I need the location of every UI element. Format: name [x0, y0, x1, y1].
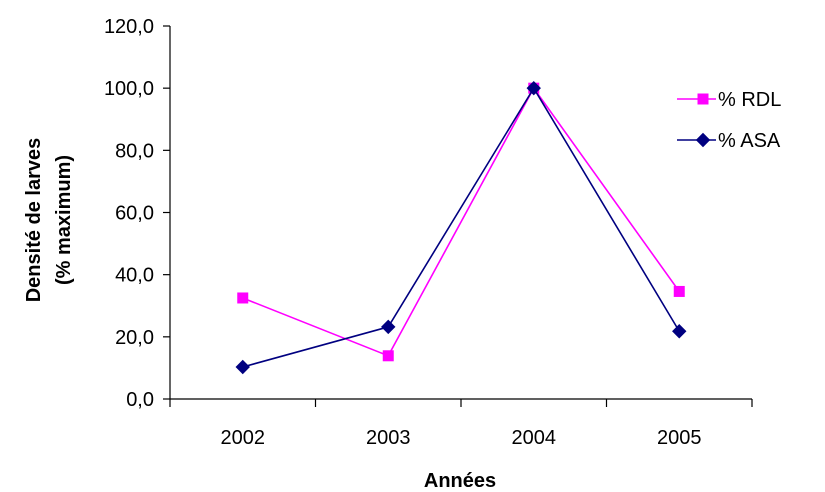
series-line: [242, 86, 680, 368]
y-axis-title-line-1: Densité de larves: [23, 138, 45, 303]
legend: % RDL % ASA: [677, 89, 781, 152]
y-tick-label: 120,0: [104, 16, 154, 38]
series-layer: [235, 80, 687, 375]
legend-label: % ASA: [718, 130, 781, 152]
series-1: [237, 82, 685, 362]
legend-item: % ASA: [677, 130, 781, 152]
data-point: [237, 292, 249, 304]
y-tick-label: 40,0: [115, 265, 154, 287]
y-tick-label: 60,0: [115, 203, 154, 225]
y-axis-title: Densité de larves (% maximum): [23, 138, 75, 303]
data-point: [382, 350, 394, 362]
y-tick-label: 0,0: [126, 389, 154, 411]
data-point: [673, 285, 685, 297]
data-point: [526, 80, 541, 96]
x-axis: 2002 2003 2004 2005: [169, 398, 753, 449]
y-axis: 0,0 20,0 40,0 60,0 80,0 100,0 120,0: [104, 16, 171, 411]
y-tick-label: 80,0: [115, 140, 154, 162]
x-axis-title: Années: [424, 470, 496, 492]
series-line: [242, 86, 680, 357]
legend-marker: [695, 132, 711, 148]
y-tick-label: 100,0: [104, 78, 154, 100]
y-tick-label: 20,0: [115, 327, 154, 349]
x-tick-label: 2003: [366, 427, 411, 449]
x-tick-label: 2005: [657, 427, 702, 449]
x-tick-label: 2004: [512, 427, 557, 449]
legend-item: % RDL: [677, 89, 781, 111]
series-2: [235, 80, 687, 375]
legend-label: % RDL: [718, 89, 781, 111]
data-point: [672, 324, 687, 339]
y-axis-title-line-2: (% maximum): [53, 155, 75, 285]
legend-marker: [697, 93, 709, 105]
data-point: [235, 359, 250, 375]
x-tick-label: 2002: [221, 427, 266, 449]
data-point: [381, 319, 396, 335]
